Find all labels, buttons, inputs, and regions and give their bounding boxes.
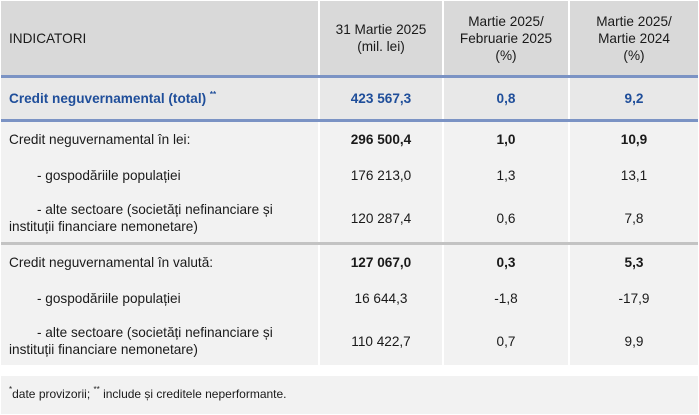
cell-value: 423 567,3 xyxy=(319,78,444,119)
header-annual-line1: Martie 2025/ xyxy=(596,13,672,29)
header-monthly-line1: Martie 2025/ xyxy=(468,13,544,29)
table-header-row: INDICATORI 31 Martie 2025 (mil. lei) Mar… xyxy=(1,1,698,75)
row-label: - alte sectoare (societăți nefinanciare … xyxy=(1,317,320,365)
header-annual-change: Martie 2025/ Martie 2024 (%) xyxy=(568,1,698,75)
cell-annual: 9,2 xyxy=(569,78,698,119)
divider xyxy=(1,119,698,122)
table-row-lei: Credit neguvernamental în lei: 296 500,4… xyxy=(1,122,698,156)
cell-annual: 7,8 xyxy=(569,194,698,242)
cell-annual: 10,9 xyxy=(569,122,698,156)
row-label-line1: - alte sectoare (societăți nefinanciare … xyxy=(37,202,273,217)
header-monthly-change: Martie 2025/ Februarie 2025 (%) xyxy=(442,1,569,75)
table-footnote: *date provizorii; ** include și creditel… xyxy=(1,376,698,414)
row-label-line2: instituții financiare nemonetare) xyxy=(9,342,198,357)
row-label: Credit neguvernamental (total) ** xyxy=(1,78,320,119)
table-row-lei-households: - gospodăriile populației 176 213,0 1,3 … xyxy=(1,156,698,194)
footnote-marker: ** xyxy=(209,90,217,99)
cell-monthly: 1,3 xyxy=(443,156,570,194)
cell-value: 296 500,4 xyxy=(319,122,444,156)
cell-value: 120 287,4 xyxy=(319,194,444,242)
footnote-text-nonperforming: include și creditele neperformante. xyxy=(99,387,287,401)
cell-value: 110 422,7 xyxy=(319,317,444,365)
header-annual-line2: Martie 2024 xyxy=(598,30,670,46)
header-value-unit: (mil. lei) xyxy=(357,39,405,54)
row-label-line2: instituții financiare nemonetare) xyxy=(9,219,198,234)
divider xyxy=(1,242,698,245)
header-annual-unit: (%) xyxy=(623,47,645,63)
footnote-text-provisional: date provizorii; xyxy=(12,387,94,401)
header-value: 31 Martie 2025 (mil. lei) xyxy=(318,1,443,75)
row-label-line1: - alte sectoare (societăți nefinanciare … xyxy=(37,325,273,340)
cell-annual: -17,9 xyxy=(569,279,698,317)
table-row-fx: Credit neguvernamental în valută: 127 06… xyxy=(1,245,698,279)
credit-indicators-table: INDICATORI 31 Martie 2025 (mil. lei) Mar… xyxy=(1,1,698,365)
cell-monthly: 0,6 xyxy=(443,194,570,242)
cell-value: 176 213,0 xyxy=(319,156,444,194)
header-monthly-unit: (%) xyxy=(495,47,517,63)
row-label: Credit neguvernamental în lei: xyxy=(1,122,320,156)
cell-value: 16 644,3 xyxy=(319,279,444,317)
cell-annual: 5,3 xyxy=(569,245,698,279)
row-label: - gospodăriile populației xyxy=(1,279,320,317)
footnote-marker: * xyxy=(9,385,13,394)
cell-annual: 13,1 xyxy=(569,156,698,194)
header-monthly-line2: Februarie 2025 xyxy=(459,30,553,46)
cell-value: 127 067,0 xyxy=(319,245,444,279)
cell-monthly: 1,0 xyxy=(443,122,570,156)
footnote-marker: ** xyxy=(93,385,100,394)
header-value-date: 31 Martie 2025 xyxy=(335,22,427,37)
row-label: Credit neguvernamental în valută: xyxy=(1,245,320,279)
table-row-lei-other: - alte sectoare (societăți nefinanciare … xyxy=(1,194,698,242)
header-indicators: INDICATORI xyxy=(1,1,319,75)
cell-monthly: 0,7 xyxy=(443,317,570,365)
table-row-fx-households: - gospodăriile populației 16 644,3 -1,8 … xyxy=(1,279,698,317)
divider xyxy=(1,75,698,78)
table-row-fx-other: - alte sectoare (societăți nefinanciare … xyxy=(1,317,698,365)
cell-monthly: 0,3 xyxy=(443,245,570,279)
row-label: - alte sectoare (societăți nefinanciare … xyxy=(1,194,320,242)
cell-monthly: -1,8 xyxy=(443,279,570,317)
cell-monthly: 0,8 xyxy=(443,78,570,119)
table-row-total: Credit neguvernamental (total) ** 423 56… xyxy=(1,78,698,119)
cell-annual: 9,9 xyxy=(569,317,698,365)
row-label: - gospodăriile populației xyxy=(1,156,320,194)
